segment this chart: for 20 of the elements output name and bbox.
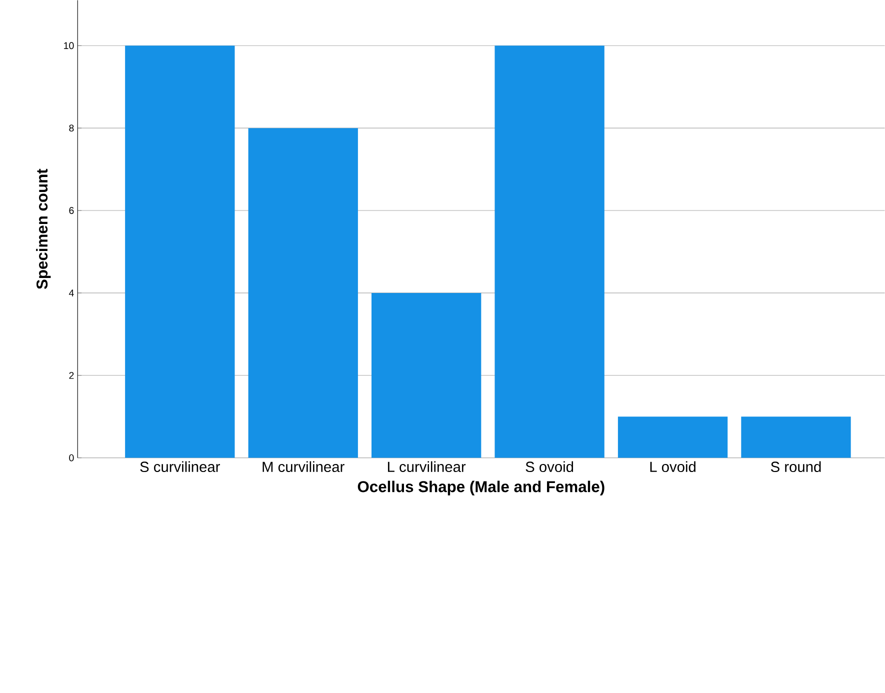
x-tick-label: L curvilinear [388, 461, 466, 472]
bar [248, 128, 358, 458]
y-tick-label: 2 [69, 372, 74, 379]
y-tick-label: 0 [69, 454, 74, 462]
x-tick-label: L ovoid [650, 461, 696, 472]
y-tick-label: 10 [64, 42, 74, 50]
x-tick-label: M curvilinear [262, 461, 344, 472]
x-tick-label: S ovoid [526, 461, 574, 472]
bar [741, 416, 851, 458]
y-tick-label: 4 [68, 290, 74, 296]
bar [125, 46, 235, 458]
bar [494, 46, 604, 458]
y-tick-label: 6 [69, 207, 74, 214]
x-tick-label: S round [770, 461, 821, 472]
bar [372, 293, 482, 458]
y-tick-label: 8 [69, 124, 74, 132]
bar [618, 416, 728, 458]
x-tick-label: S curvilinear [140, 461, 220, 472]
x-axis-title: Ocellus Shape (Male and Female) [358, 480, 604, 496]
y-axis-title: Specimen count [36, 168, 51, 290]
